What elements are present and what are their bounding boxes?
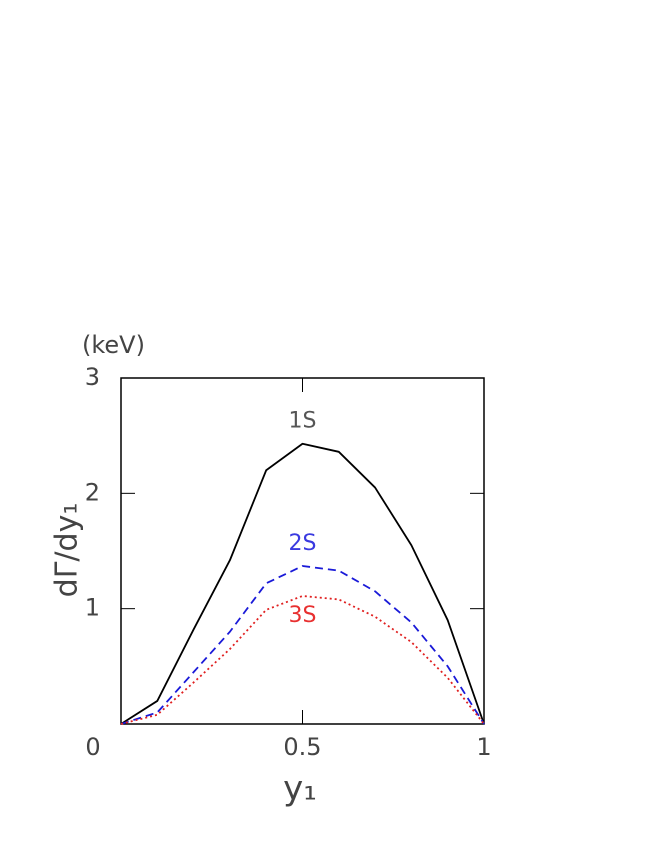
- series-line: [120, 595, 485, 725]
- y-unit: (keV): [82, 331, 145, 359]
- y-tick-label: 2: [85, 478, 100, 506]
- y-axis-label: dΓ/dy₁: [50, 503, 85, 598]
- series-label: 3S: [289, 603, 317, 628]
- x-tick-label: 1: [476, 733, 491, 761]
- x-tick-label: 0.5: [283, 733, 321, 761]
- y-tick-label: 3: [85, 363, 100, 391]
- series-line: [120, 565, 485, 725]
- x-axis-label: y₁: [283, 769, 317, 809]
- x-tick-label: 0: [85, 733, 100, 761]
- series-line: [120, 442, 485, 725]
- series-label: 1S: [289, 409, 317, 434]
- y-tick-label: 1: [85, 594, 100, 622]
- series-label: 2S: [289, 531, 317, 556]
